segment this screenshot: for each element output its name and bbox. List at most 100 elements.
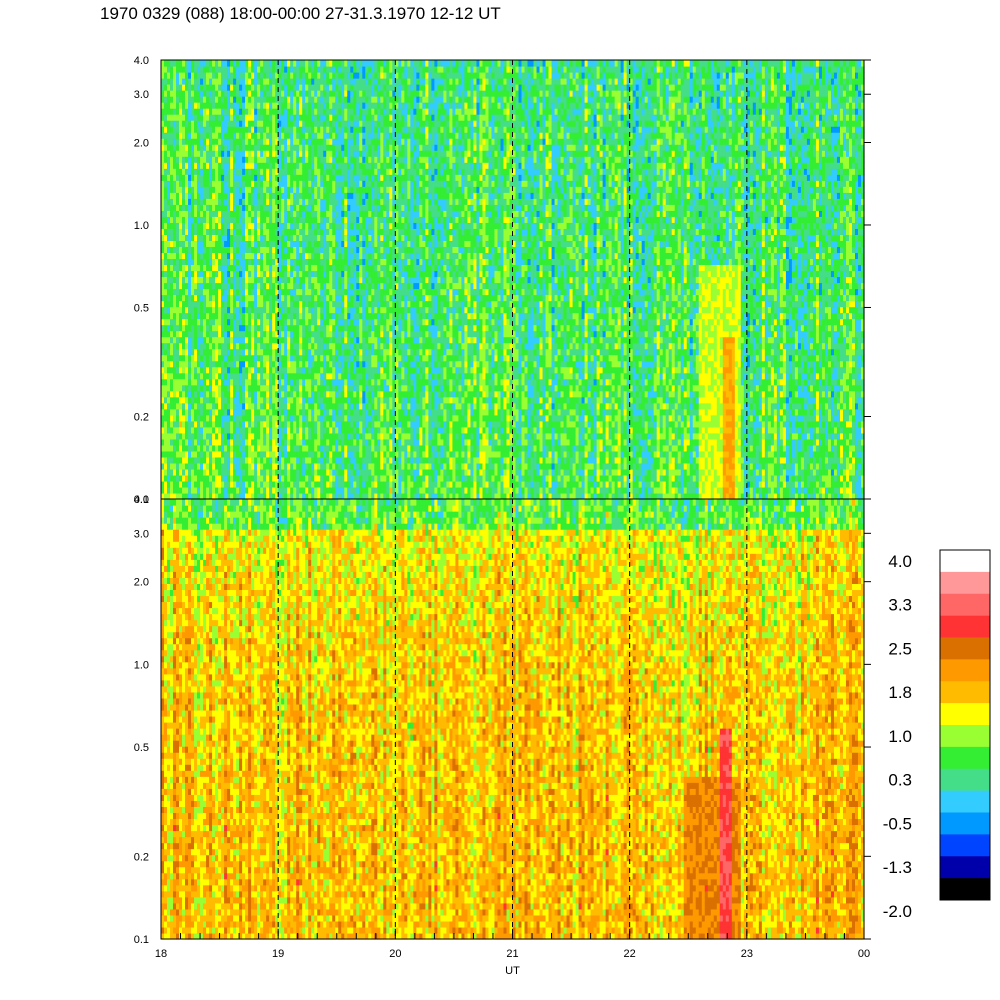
heatmap-cell xyxy=(200,480,204,488)
heatmap-cell xyxy=(221,216,225,223)
heatmap-cell xyxy=(176,72,180,79)
heatmap-cell xyxy=(164,126,168,133)
heatmap-cell xyxy=(188,282,192,290)
heatmap-cell xyxy=(206,120,210,127)
heatmap-cell xyxy=(221,360,225,368)
heatmap-cell xyxy=(161,144,165,151)
heatmap-cell xyxy=(236,474,240,482)
heatmap-cell xyxy=(230,180,234,187)
heatmap-cell xyxy=(236,312,240,320)
heatmap-cell xyxy=(170,216,174,223)
heatmap-cell xyxy=(182,474,186,482)
heatmap-cell xyxy=(224,372,228,380)
heatmap-cell xyxy=(170,330,174,338)
heatmap-cell xyxy=(191,132,195,139)
heatmap-cell xyxy=(188,102,192,109)
heatmap-cell xyxy=(215,396,219,404)
heatmap-cell xyxy=(164,456,168,464)
heatmap-cell xyxy=(164,390,168,398)
heatmap-cell xyxy=(185,132,189,139)
heatmap-cell xyxy=(194,444,198,452)
heatmap-cell xyxy=(200,96,204,103)
heatmap-cell xyxy=(233,168,237,175)
heatmap-cell xyxy=(203,432,207,440)
heatmap-cell xyxy=(206,108,210,115)
heatmap-cell xyxy=(173,234,177,242)
heatmap-cell xyxy=(215,360,219,368)
heatmap-cell xyxy=(161,330,165,338)
heatmap-cell xyxy=(242,192,246,199)
heatmap-cell xyxy=(236,150,240,157)
heatmap-cell xyxy=(188,222,192,229)
heatmap-cell xyxy=(185,258,189,266)
heatmap-cell xyxy=(221,300,225,308)
heatmap-cell xyxy=(194,210,198,217)
heatmap-cell xyxy=(209,72,213,79)
heatmap-cell xyxy=(173,288,177,296)
heatmap-cell xyxy=(221,408,225,416)
heatmap-cell xyxy=(161,72,165,79)
heatmap-cell xyxy=(176,492,180,500)
heatmap-cell xyxy=(194,264,198,272)
heatmap-cell xyxy=(218,96,222,103)
heatmap-cell xyxy=(173,336,177,344)
heatmap-cell xyxy=(197,336,201,344)
heatmap-cell xyxy=(230,492,234,500)
heatmap-cell xyxy=(221,432,225,440)
heatmap-cell xyxy=(179,414,183,422)
heatmap-cell xyxy=(209,390,213,398)
heatmap-cell xyxy=(236,372,240,380)
heatmap-cell xyxy=(185,270,189,278)
heatmap-cell xyxy=(209,360,213,368)
heatmap-cell xyxy=(182,96,186,103)
heatmap-cell xyxy=(209,456,213,464)
heatmap-cell xyxy=(176,126,180,133)
heatmap-cell xyxy=(170,342,174,350)
heatmap-cell xyxy=(224,426,228,434)
heatmap-cell xyxy=(224,366,228,374)
heatmap-cell xyxy=(185,312,189,320)
heatmap-cell xyxy=(218,384,222,392)
heatmap-cell xyxy=(239,78,243,85)
heatmap-cell xyxy=(221,150,225,157)
heatmap-cell xyxy=(215,384,219,392)
heatmap-cell xyxy=(242,276,246,284)
heatmap-cell xyxy=(242,420,246,428)
heatmap-cell xyxy=(233,312,237,320)
heatmap-cell xyxy=(164,402,168,410)
heatmap-cell xyxy=(230,312,234,320)
heatmap-cell xyxy=(176,78,180,85)
heatmap-cell xyxy=(230,414,234,422)
heatmap-cell xyxy=(191,252,195,260)
heatmap-cell xyxy=(242,180,246,187)
heatmap-cell xyxy=(179,492,183,500)
heatmap-cell xyxy=(209,450,213,458)
heatmap-cell xyxy=(209,264,213,272)
heatmap-cell xyxy=(194,330,198,338)
heatmap-cell xyxy=(224,408,228,416)
heatmap-cell xyxy=(233,420,237,428)
heatmap-cell xyxy=(212,150,216,157)
heatmap-cell xyxy=(245,396,249,404)
heatmap-cell xyxy=(182,66,186,73)
heatmap-cell xyxy=(185,252,189,260)
heatmap-cell xyxy=(236,366,240,374)
heatmap-cell xyxy=(200,60,204,67)
heatmap-cell xyxy=(164,438,168,446)
heatmap-cell xyxy=(167,390,171,398)
heatmap-cell xyxy=(197,294,201,302)
heatmap-cell xyxy=(188,384,192,392)
heatmap-cell xyxy=(200,492,204,500)
heatmap-cell xyxy=(185,198,189,205)
heatmap-cell xyxy=(221,336,225,344)
heatmap-cell xyxy=(179,354,183,362)
heatmap-cell xyxy=(236,306,240,314)
heatmap-cell xyxy=(242,138,246,145)
heatmap-cell xyxy=(239,228,243,235)
heatmap-cell xyxy=(182,300,186,308)
heatmap-cell xyxy=(203,126,207,133)
heatmap-cell xyxy=(212,486,216,494)
heatmap-cell xyxy=(236,378,240,386)
heatmap-cell xyxy=(230,432,234,440)
heatmap-cell xyxy=(212,204,216,211)
